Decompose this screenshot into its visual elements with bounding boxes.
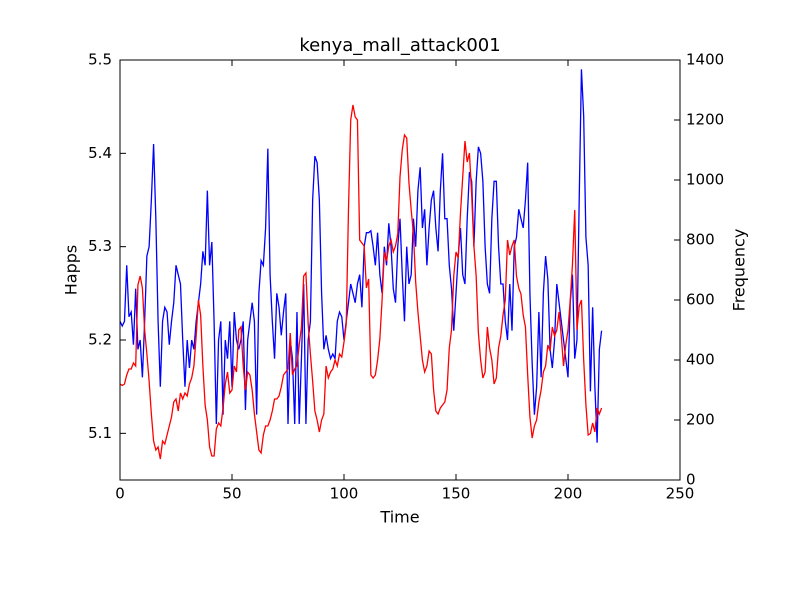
y2-tick-label: 1400 bbox=[686, 51, 724, 69]
y-axis-label: Happs bbox=[62, 245, 81, 295]
x-tick-label: 0 bbox=[115, 485, 125, 503]
x-tick-label: 250 bbox=[666, 485, 695, 503]
y2-tick-label: 0 bbox=[686, 471, 696, 489]
y-tick-label: 5.4 bbox=[88, 144, 112, 162]
chart-title: kenya_mall_attack001 bbox=[299, 35, 500, 56]
x-tick-label: 50 bbox=[222, 485, 241, 503]
plot-frame bbox=[119, 59, 681, 481]
y2-tick-label: 600 bbox=[686, 291, 715, 309]
y-tick-label: 5.2 bbox=[88, 331, 112, 349]
y-tick-label: 5.3 bbox=[88, 237, 112, 255]
y2-tick-label: 200 bbox=[686, 411, 715, 429]
y2-tick-label: 400 bbox=[686, 351, 715, 369]
x-tick-label: 150 bbox=[442, 485, 471, 503]
series-line bbox=[119, 104, 603, 460]
series-line bbox=[119, 69, 603, 443]
x-tick-label: 100 bbox=[330, 485, 359, 503]
y2-tick-label: 1000 bbox=[686, 171, 724, 189]
y2-tick-label: 1200 bbox=[686, 111, 724, 129]
y2-tick-label: 800 bbox=[686, 231, 715, 249]
y-tick-label: 5.1 bbox=[88, 424, 112, 442]
x-axis-label: Time bbox=[379, 508, 419, 527]
y2-axis-label: Frequency bbox=[730, 229, 749, 312]
y-tick-label: 5.5 bbox=[88, 51, 112, 69]
x-tick-label: 200 bbox=[554, 485, 583, 503]
